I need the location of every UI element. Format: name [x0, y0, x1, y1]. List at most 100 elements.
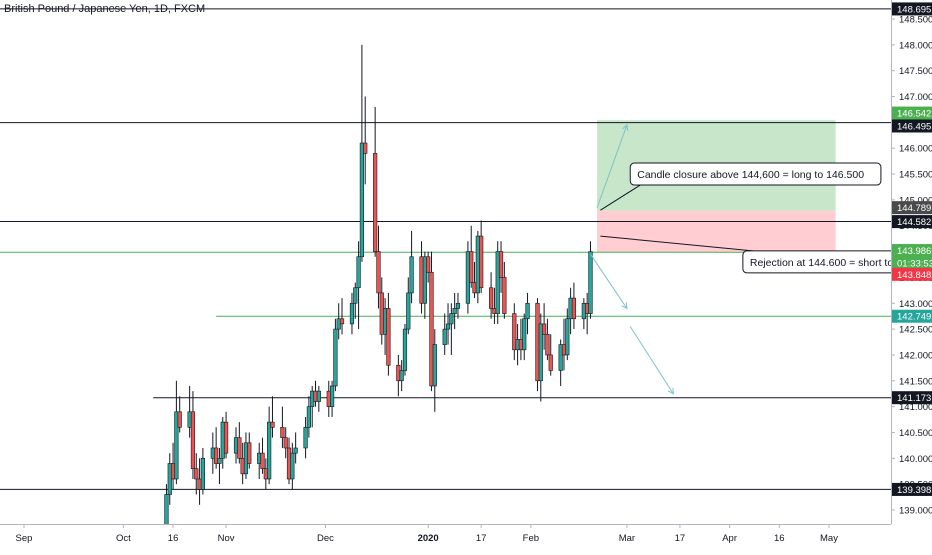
arrow-head — [667, 387, 674, 395]
price-badge-text: 139.398 — [897, 485, 931, 496]
time-axis[interactable]: Sep Oct 16 Nov Dec 2020 17 Feb Mar 17 Apr 16 May — [0, 524, 932, 550]
price-tick-label: 139.000 — [899, 506, 932, 517]
candle — [409, 230, 414, 304]
candle — [190, 391, 196, 479]
candle-body — [349, 302, 355, 325]
price-tick-label: 148.500 — [899, 15, 932, 26]
candle — [498, 241, 504, 293]
candle — [571, 282, 577, 330]
time-tick-label: 17 — [675, 533, 686, 544]
candle — [432, 329, 437, 412]
arrows-layer — [590, 123, 674, 395]
candle — [452, 292, 457, 330]
candle — [359, 44, 365, 262]
candle-body — [339, 318, 345, 325]
candle — [280, 406, 285, 448]
candle-body — [237, 437, 242, 459]
candle-body — [267, 421, 272, 480]
price-badge: 148.695 — [892, 2, 932, 15]
time-tick-label: Dec — [317, 533, 334, 544]
candle-body — [270, 421, 275, 428]
candle — [479, 220, 484, 293]
candle-body — [373, 153, 378, 252]
price-badge-text: 144.582 — [897, 217, 931, 228]
price-badge-text: 141.173 — [897, 393, 931, 404]
candle — [373, 106, 378, 257]
candle-body — [174, 411, 179, 480]
candle — [223, 411, 229, 459]
time-tick-label: Feb — [523, 533, 539, 544]
candle-body — [409, 256, 414, 294]
price-badge-bg — [892, 267, 932, 281]
candles-layer — [164, 44, 593, 552]
candle — [588, 241, 593, 319]
time-tick-label: Apr — [722, 533, 737, 544]
candle — [174, 380, 179, 485]
candle-body — [214, 447, 219, 464]
price-badge: 141.173 — [892, 391, 932, 405]
callout-box — [742, 250, 932, 274]
candle — [283, 427, 288, 459]
candle-body — [522, 318, 527, 351]
price-badge: 146.495 — [892, 119, 932, 133]
arrow-head — [622, 123, 629, 131]
price-badge: 144.582 — [892, 215, 932, 229]
time-tick-label: 2020 — [418, 533, 439, 544]
candle — [363, 96, 368, 185]
candle-body — [283, 437, 288, 449]
candle-body — [432, 344, 437, 387]
candle-body — [512, 313, 517, 351]
candle-body — [445, 323, 451, 330]
candle — [445, 303, 451, 345]
time-tick-label: 17 — [476, 533, 487, 544]
candle-body — [542, 323, 547, 335]
candle — [548, 334, 553, 376]
candle — [542, 303, 547, 350]
candle-body — [217, 458, 222, 464]
candle — [339, 298, 345, 335]
candle-body — [571, 297, 577, 320]
price-tick-label: 147.000 — [899, 92, 932, 103]
candle-body — [333, 328, 338, 387]
projection-arrow — [629, 326, 674, 395]
arrow-shaft — [596, 124, 628, 208]
candle — [316, 385, 321, 412]
candle-body — [200, 458, 205, 490]
candle — [488, 272, 494, 319]
callout: Candle closure above 144,600 = long to 1… — [600, 162, 882, 211]
arrow-shaft — [590, 253, 628, 309]
candle-body — [429, 271, 434, 387]
price-badge-text: 143.848 — [897, 270, 931, 281]
price-tick-label: 147.500 — [899, 66, 932, 77]
candle — [349, 292, 355, 335]
zones-layer — [597, 120, 836, 253]
candle — [260, 437, 265, 474]
candle — [333, 318, 338, 392]
price-badge-text: 143.986 — [897, 246, 931, 257]
candle-body — [329, 385, 335, 407]
price-badge-text: 142.749 — [897, 312, 931, 323]
arrow-head — [621, 302, 628, 310]
candle — [402, 323, 408, 376]
candle-body — [502, 277, 507, 314]
candle — [538, 313, 543, 402]
price-badge-bg — [892, 309, 932, 323]
candle — [469, 225, 474, 288]
chart-title: British Pound / Japanese Yen, 1D, FXCM — [4, 3, 206, 15]
candle — [267, 406, 272, 485]
candle — [217, 447, 222, 485]
candle-body — [498, 251, 504, 278]
candle-body — [399, 370, 404, 382]
candle — [565, 308, 570, 361]
annotations-layer: Candle closure above 144,600 = long to 1… — [600, 162, 932, 274]
price-tick-label: 141.500 — [899, 376, 932, 387]
candle — [329, 380, 335, 417]
candle — [247, 432, 252, 469]
candle — [303, 416, 308, 459]
candle — [293, 432, 298, 464]
candle — [512, 303, 517, 361]
candle — [545, 318, 550, 361]
price-badge: 144.789 — [892, 201, 932, 215]
